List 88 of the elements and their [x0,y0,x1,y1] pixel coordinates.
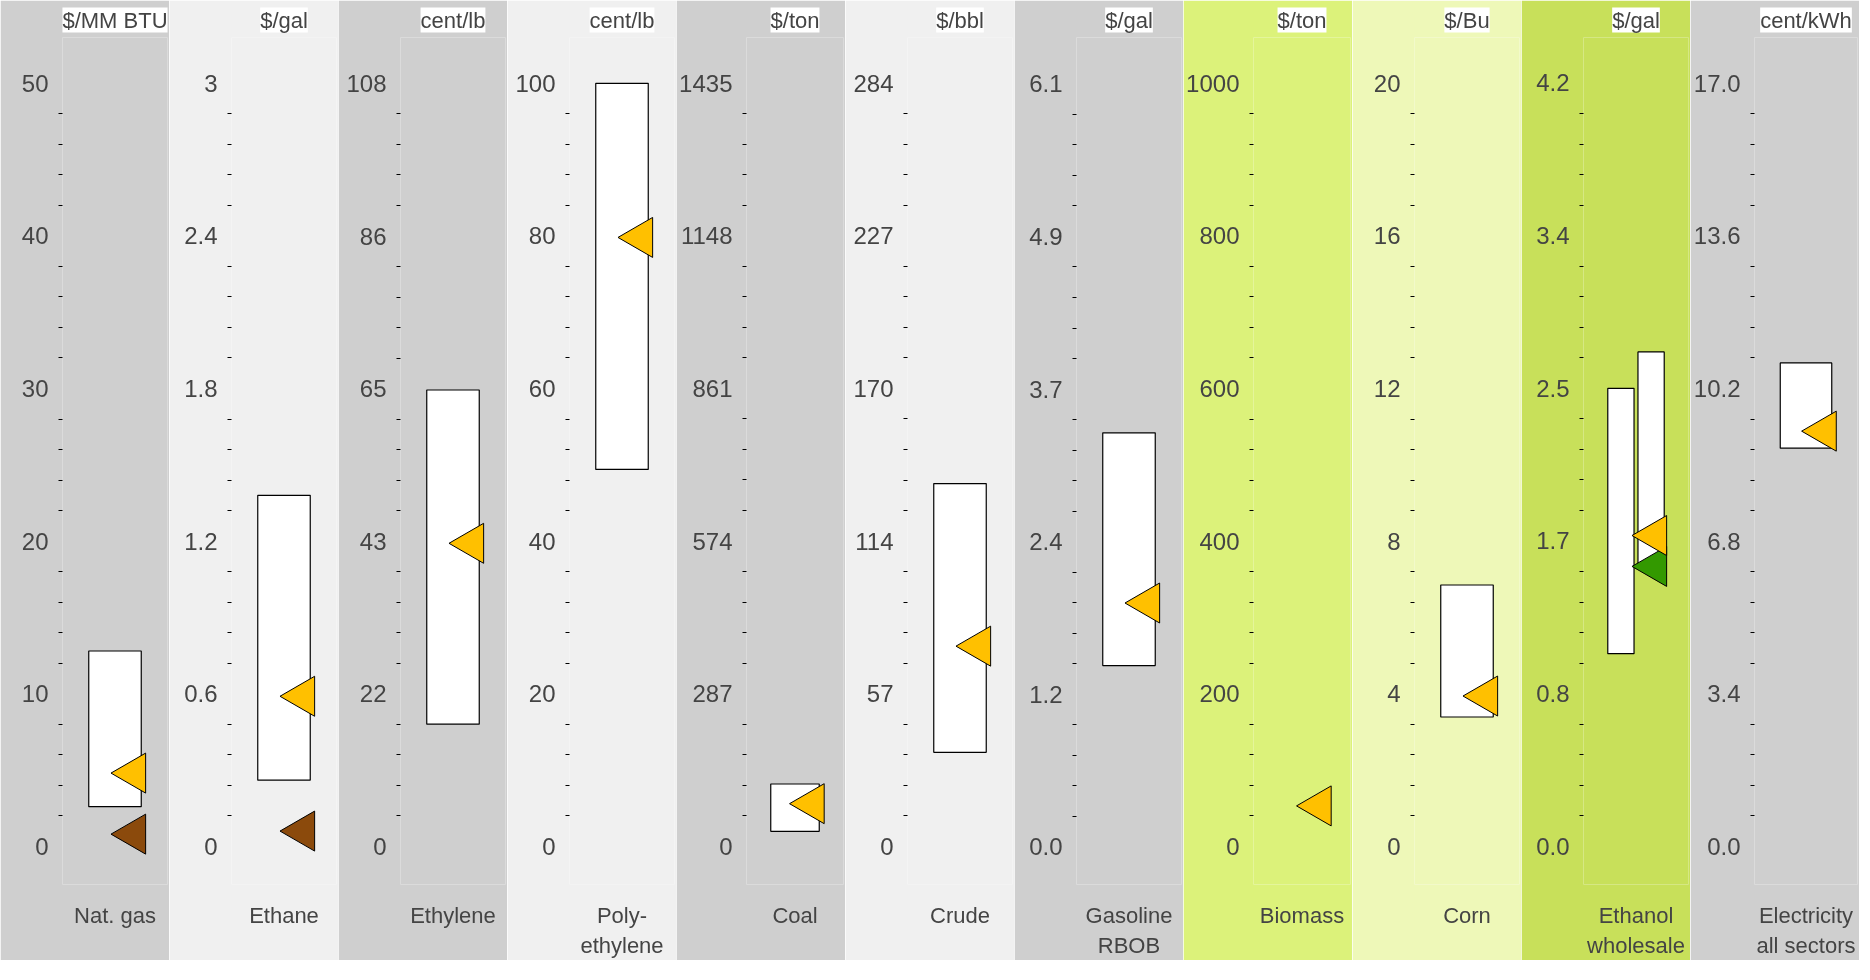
y-tick-label: 50 [21,69,49,97]
y-tick-label: 800 [1199,222,1240,250]
y-tick-label: 20 [528,680,556,708]
x-tick-label: Ethylene [410,902,496,928]
y-tick-label: 0.6 [184,680,218,708]
x-tick-label: Nat. gas [74,902,156,928]
x-tick-label: Electricity all sectors [1756,902,1856,958]
x-tick-label: Ethanol wholesale [1586,902,1685,958]
y-tick-label: 0 [542,832,556,860]
y-tick-label: 12 [1373,375,1401,403]
chart-title: $/gal [1105,7,1153,33]
y-tick-label: 30 [21,375,49,403]
chart-title: $/Bu [1444,7,1490,33]
y-tick-label: 10.2 [1693,375,1741,403]
y-tick-label: 100 [515,69,556,97]
y-tick-label: 3.4 [1536,222,1570,250]
y-tick-label: 3.7 [1029,375,1063,403]
y-tick-label: 287 [692,680,733,708]
y-tick-label: 40 [21,222,49,250]
y-tick-label: 2.4 [1029,528,1063,556]
x-tick-label: Crude [930,902,990,928]
chart-title: cent/lb [420,7,486,33]
y-tick-label: 1.8 [184,375,218,403]
y-tick-label: 0 [373,832,387,860]
y-tick-label: 0.8 [1536,680,1570,708]
y-tick-label: 65 [359,375,387,403]
y-tick-label: 0 [1226,832,1240,860]
x-tick-label: Biomass [1259,902,1345,928]
y-tick-label: 1000 [1186,69,1240,97]
y-tick-label: 108 [346,69,387,97]
y-tick-label: 0 [35,832,49,860]
y-tick-label: 22 [359,680,387,708]
y-tick-label: 4.2 [1536,69,1570,97]
y-tick-label: 4 [1387,680,1401,708]
y-tick-label: 17.0 [1693,69,1741,97]
y-tick-label: 1148 [680,222,733,250]
x-tick-label: Corn [1443,902,1491,928]
x-tick-label: Gasoline RBOB [1085,902,1173,958]
y-tick-label: 86 [359,222,387,250]
y-tick-label: 20 [21,527,49,555]
y-tick-label: 40 [528,527,556,555]
y-tick-label: 43 [359,527,387,555]
chart-title: cent/kWh [1760,7,1852,33]
y-tick-label: 200 [1199,680,1240,708]
chart-title: $/MM BTU [62,7,168,33]
y-tick-label: 284 [853,69,894,97]
y-tick-label: 114 [855,527,894,555]
y-tick-label: 0 [880,832,894,860]
y-tick-label: 13.6 [1693,222,1741,250]
chart-title: $/ton [1277,7,1327,33]
y-tick-label: 3.4 [1707,680,1741,708]
y-tick-label: 227 [853,222,894,250]
y-tick-label: 6.8 [1707,527,1741,555]
y-tick-label: 0.0 [1536,832,1570,860]
y-tick-label: 10 [21,680,49,708]
y-tick-label: 1435 [679,69,733,97]
y-tick-label: 0 [1387,832,1401,860]
y-tick-label: 57 [866,680,894,708]
x-tick-label: Ethane [249,902,319,928]
y-tick-label: 6.1 [1029,70,1063,98]
x-tick-label: Coal [772,902,818,928]
x-tick-label: Poly- ethylene [580,902,664,958]
y-tick-label: 16 [1373,222,1401,250]
y-tick-label: 170 [853,374,894,402]
y-tick-label: 4.9 [1029,222,1063,250]
y-tick-label: 60 [528,375,556,403]
y-tick-label: 8 [1387,527,1401,555]
y-tick-label: 1.2 [184,527,218,555]
y-tick-label: 2.5 [1536,374,1570,402]
y-tick-label: 600 [1199,375,1240,403]
y-tick-label: 861 [692,374,733,402]
y-tick-label: 1.7 [1536,527,1570,555]
y-tick-label: 1.2 [1029,680,1063,708]
y-tick-label: 3 [204,69,218,97]
y-tick-label: 400 [1199,527,1240,555]
chart-title: $/gal [260,7,308,33]
y-tick-label: 20 [1373,69,1401,97]
y-tick-label: 0 [204,832,218,860]
chart-title: $/gal [1612,7,1660,33]
y-tick-label: 574 [692,527,733,555]
y-tick-label: 2.4 [184,222,218,250]
chart-title: cent/lb [589,7,655,33]
y-tick-label: 0 [719,832,733,860]
y-tick-label: 80 [528,222,556,250]
y-tick-label: 0.0 [1029,833,1063,861]
chart-title: $/bbl [936,7,984,33]
y-tick-label: 0.0 [1707,832,1741,860]
chart-title: $/ton [770,7,820,33]
